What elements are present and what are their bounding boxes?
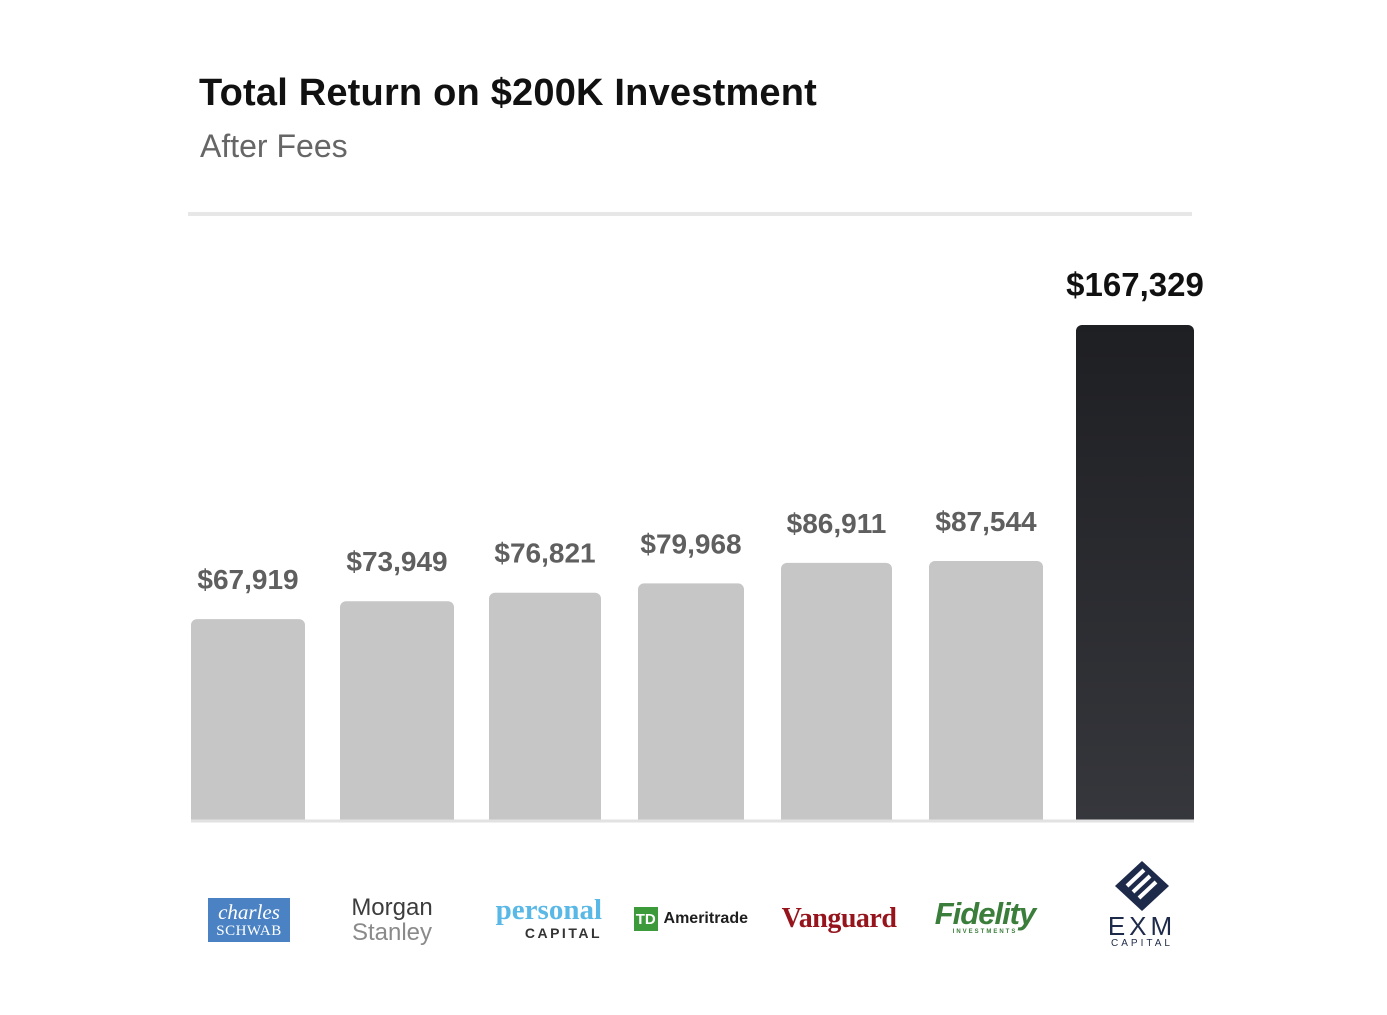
bar-6-base [929, 812, 1043, 820]
charles-schwab-logo-line1: charles [218, 899, 280, 924]
charles-schwab-logo-line2: SCHWAB [216, 922, 282, 939]
bar-1-base [191, 812, 305, 820]
fidelity-logo: Fidelity INVESTMENTS [930, 886, 1040, 946]
exm-capital-logo: EXM CAPITAL [1098, 860, 1186, 950]
bar-value-label-2: $73,949 [346, 546, 447, 577]
personal-capital-logo: personal CAPITAL [486, 888, 602, 948]
bar-6 [929, 561, 1043, 820]
personal-capital-logo-line1: personal [495, 894, 602, 926]
bar-value-label-4: $79,968 [640, 528, 741, 559]
bar-7 [1076, 325, 1194, 820]
bar-value-label-1: $67,919 [197, 564, 298, 595]
bar-3-base [489, 812, 601, 820]
fidelity-logo-line2: INVESTMENTS [952, 928, 1018, 935]
bar-value-label-7: $167,329 [1066, 266, 1204, 303]
bar-value-label-5: $86,911 [787, 508, 887, 539]
chart-subtitle: After Fees [200, 128, 348, 164]
morgan-stanley-logo: Morgan Stanley [342, 890, 442, 950]
chart-title: Total Return on $200K Investment [199, 72, 818, 114]
td-ameritrade-logo: TD Ameritrade [634, 889, 748, 949]
td-ameritrade-logo-text: Ameritrade [663, 910, 748, 927]
personal-capital-logo-line2: CAPITAL [524, 925, 602, 941]
bar-2-base [340, 812, 454, 820]
header-divider [188, 212, 1192, 216]
bar-value-label-3: $76,821 [494, 538, 595, 569]
morgan-stanley-logo-line1: Morgan [351, 893, 433, 921]
exm-capital-logo-line1: EXM [1107, 911, 1177, 941]
bar-7-base [1076, 812, 1194, 820]
bar-2 [340, 601, 454, 820]
bar-value-label-6: $87,544 [935, 506, 1037, 537]
morgan-stanley-logo-line2: Stanley [351, 919, 433, 946]
exm-diamond-icon [1115, 861, 1169, 911]
vanguard-logo-text: Vanguard [781, 903, 897, 934]
td-ameritrade-logo-box: TD [634, 907, 658, 931]
bar-5 [781, 562, 892, 820]
bar-3 [489, 592, 601, 820]
bar-5-base [781, 812, 892, 820]
exm-capital-logo-line2: CAPITAL [1111, 938, 1173, 949]
charles-schwab-logo: charles SCHWAB [208, 898, 290, 942]
bar-1 [191, 619, 305, 820]
bar-4-base [638, 812, 744, 820]
bar-4 [638, 583, 744, 820]
vanguard-logo: Vanguard [780, 889, 898, 949]
fidelity-logo-line1: Fidelity [934, 895, 1037, 931]
